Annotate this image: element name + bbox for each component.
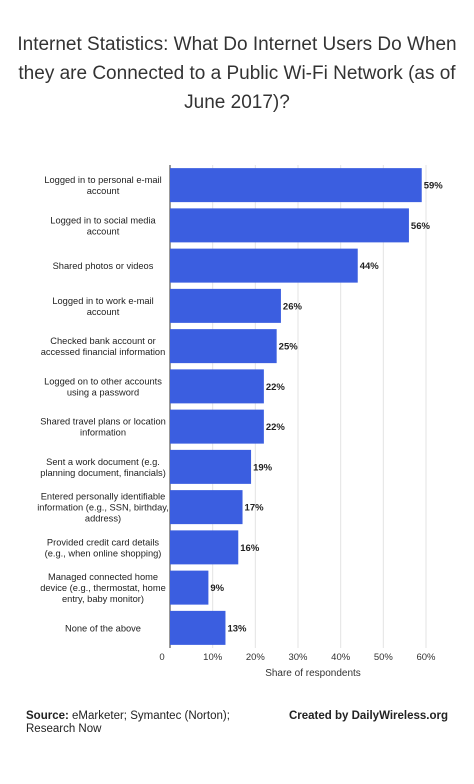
- bar: [170, 570, 209, 605]
- data-label: 9%: [210, 583, 224, 594]
- category-label: Checked bank account or accessed financia…: [41, 336, 166, 357]
- category-label: Entered personally identifiable informati…: [37, 492, 169, 524]
- x-tick-label: 0: [159, 652, 164, 663]
- category-label: Logged on to other accounts using a passw…: [44, 376, 162, 397]
- x-tick-label: 20%: [246, 652, 266, 663]
- x-tick-label: 50%: [374, 652, 394, 663]
- data-label: 44%: [360, 261, 380, 272]
- bar: [170, 208, 409, 243]
- category-label: Managed connected home device (e.g., ther…: [40, 572, 166, 604]
- x-tick-label: 60%: [416, 652, 436, 663]
- category-label: Logged in to personal e-mail account: [44, 175, 161, 196]
- category-label: None of the above: [65, 623, 141, 633]
- data-label: 25%: [279, 342, 299, 353]
- bar: [170, 530, 239, 565]
- bar: [170, 610, 226, 645]
- bar: [170, 409, 264, 444]
- x-axis-title: Share of respondents: [265, 668, 361, 679]
- category-label: Provided credit card details (e.g., when …: [45, 537, 162, 558]
- source-label: Source:: [26, 710, 69, 722]
- data-label: 59%: [424, 181, 444, 192]
- bar: [170, 449, 252, 484]
- category-label: Logged in to social media account: [50, 215, 156, 236]
- data-label: 19%: [253, 462, 273, 473]
- bar: [170, 168, 422, 203]
- credit-text: Created by DailyWireless.org: [288, 710, 448, 722]
- x-tick-label: 10%: [203, 652, 223, 663]
- x-tick-label: 30%: [288, 652, 308, 663]
- data-label: 56%: [411, 221, 431, 232]
- bar: [170, 248, 358, 283]
- category-label: Shared travel plans or location informati…: [40, 417, 166, 438]
- data-label: 16%: [240, 543, 260, 554]
- chart-title: Internet Statistics: What Do Internet Us…: [17, 34, 457, 113]
- data-label: 17%: [245, 503, 265, 514]
- source-text: eMarketer; Symantec (Norton); Research N…: [26, 710, 230, 735]
- x-tick-label: 40%: [331, 652, 351, 663]
- bar: [170, 288, 281, 323]
- bar-chart: Logged in to personal e-mail account 59% Lo…: [37, 165, 444, 679]
- data-label: 13%: [227, 623, 247, 634]
- source-note: Source: eMarketer; Symantec (Norton); Re…: [26, 710, 246, 736]
- category-label: Sent a work document (e.g. planning docum…: [40, 457, 166, 478]
- category-label: Shared photos or videos: [53, 261, 154, 271]
- bar: [170, 369, 264, 404]
- bar: [170, 329, 277, 364]
- data-label: 22%: [266, 422, 286, 433]
- category-label: Logged in to work e-mail account: [52, 296, 153, 317]
- bar: [170, 490, 243, 525]
- data-label: 26%: [283, 301, 303, 312]
- data-label: 22%: [266, 382, 286, 393]
